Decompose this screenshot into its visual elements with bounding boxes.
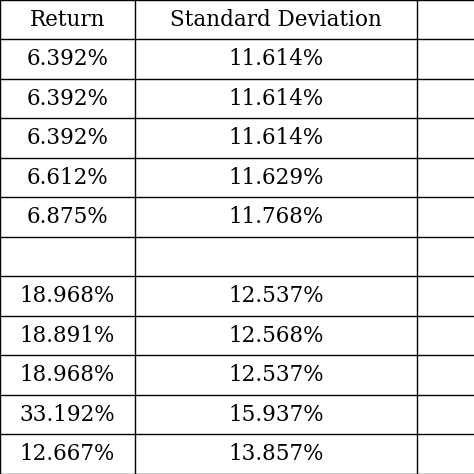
- Text: 11.768%: 11.768%: [228, 206, 324, 228]
- Text: 6.875%: 6.875%: [27, 206, 109, 228]
- Text: Return: Return: [30, 9, 105, 31]
- Text: 12.667%: 12.667%: [20, 443, 115, 465]
- Text: 15.937%: 15.937%: [228, 403, 324, 426]
- Text: 6.612%: 6.612%: [27, 167, 109, 189]
- Text: 12.568%: 12.568%: [228, 325, 324, 346]
- Text: 11.614%: 11.614%: [228, 127, 324, 149]
- Text: 6.392%: 6.392%: [27, 88, 109, 109]
- Text: 6.392%: 6.392%: [27, 127, 109, 149]
- Text: Standard Deviation: Standard Deviation: [170, 9, 382, 31]
- Text: 18.968%: 18.968%: [20, 285, 115, 307]
- Text: 11.629%: 11.629%: [228, 167, 324, 189]
- Text: 13.857%: 13.857%: [228, 443, 324, 465]
- Text: 33.192%: 33.192%: [19, 403, 116, 426]
- Text: 18.968%: 18.968%: [20, 364, 115, 386]
- Text: 12.537%: 12.537%: [228, 364, 324, 386]
- Text: 11.614%: 11.614%: [228, 88, 324, 109]
- Text: 6.392%: 6.392%: [27, 48, 109, 70]
- Text: 12.537%: 12.537%: [228, 285, 324, 307]
- Text: 11.614%: 11.614%: [228, 48, 324, 70]
- Text: 18.891%: 18.891%: [20, 325, 115, 346]
